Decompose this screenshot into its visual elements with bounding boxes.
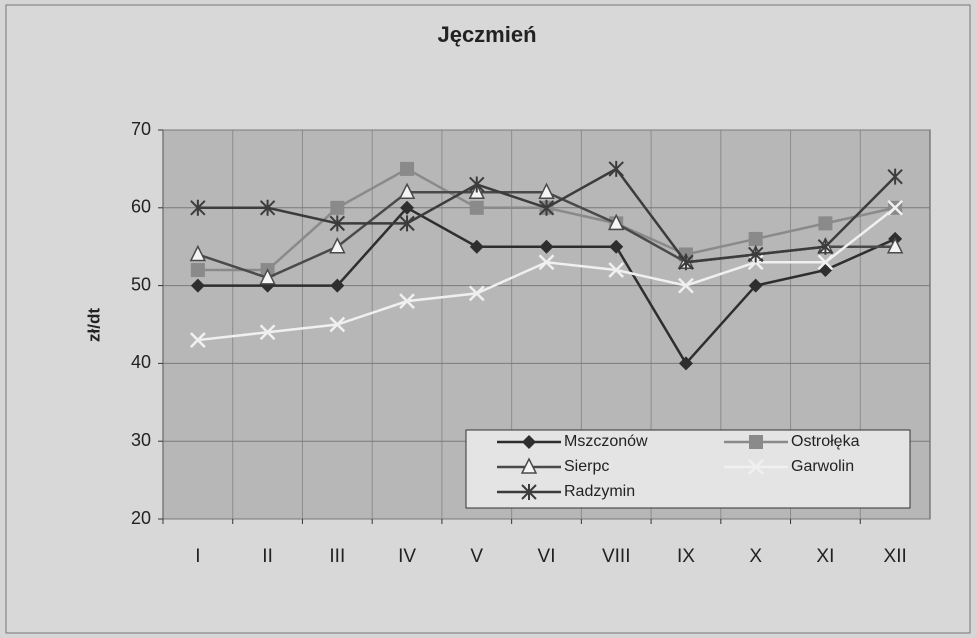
marker [330, 278, 345, 293]
marker [748, 459, 764, 475]
marker [330, 200, 345, 215]
x-tick-label: I [195, 546, 200, 567]
x-tick-label: VI [538, 546, 556, 567]
marker [329, 237, 346, 254]
marker [678, 277, 694, 294]
marker [398, 182, 416, 199]
marker [817, 254, 834, 271]
marker [748, 231, 763, 246]
marker [749, 435, 763, 449]
x-tick-label: XII [884, 546, 907, 567]
y-axis-label: zł/dt [84, 308, 103, 342]
marker [189, 244, 207, 262]
marker [190, 278, 205, 293]
marker [538, 199, 555, 216]
marker [608, 262, 625, 278]
y-tick-label: 70 [131, 119, 151, 139]
marker [887, 168, 903, 185]
x-tick-label: IV [398, 546, 416, 567]
marker [259, 199, 276, 216]
marker [748, 278, 763, 293]
legend-label: Mszczonów [564, 433, 648, 450]
y-tick-label: 40 [131, 352, 151, 372]
marker [259, 324, 276, 341]
legend-label: Sierpc [564, 458, 609, 475]
x-tick-label: VIII [602, 546, 631, 567]
marker [399, 293, 415, 310]
x-tick-label: II [262, 546, 273, 567]
marker [469, 200, 484, 215]
marker [539, 239, 554, 254]
marker [538, 254, 555, 271]
legend-label: Garwolin [791, 458, 854, 475]
y-tick-label: 30 [131, 430, 151, 450]
x-tick-label: V [470, 546, 483, 567]
marker [520, 457, 538, 474]
marker [887, 199, 904, 216]
legend-label: Radzymin [564, 483, 635, 500]
marker [609, 239, 624, 254]
y-tick-label: 60 [131, 197, 151, 217]
marker [400, 200, 415, 215]
marker [678, 254, 694, 271]
marker [189, 332, 206, 348]
marker [747, 246, 764, 263]
y-tick-label: 50 [131, 274, 151, 294]
marker [469, 239, 484, 254]
marker [678, 356, 693, 371]
marker [608, 160, 624, 177]
marker [468, 285, 485, 302]
marker [469, 176, 485, 193]
marker [259, 268, 276, 285]
x-tick-label: III [329, 546, 345, 567]
legend-label: Ostrołęka [791, 433, 860, 450]
marker [400, 161, 415, 176]
marker [190, 199, 206, 216]
marker [329, 215, 346, 232]
marker [190, 263, 205, 278]
marker [818, 216, 833, 231]
marker [399, 215, 415, 232]
marker [522, 435, 536, 449]
legend: Mszczonów Ostrołęka Sierpc Garwolin Radzymin [465, 429, 911, 509]
marker [608, 213, 625, 231]
x-tick-label: XI [816, 546, 834, 567]
marker [329, 316, 346, 333]
x-tick-label: X [749, 546, 762, 567]
marker [538, 182, 555, 199]
marker [886, 237, 904, 254]
y-tick-label: 20 [131, 508, 151, 528]
marker [521, 484, 537, 500]
marker [817, 238, 834, 255]
x-tick-label: IX [677, 546, 695, 567]
chart-title: Jęczmień [437, 22, 536, 47]
